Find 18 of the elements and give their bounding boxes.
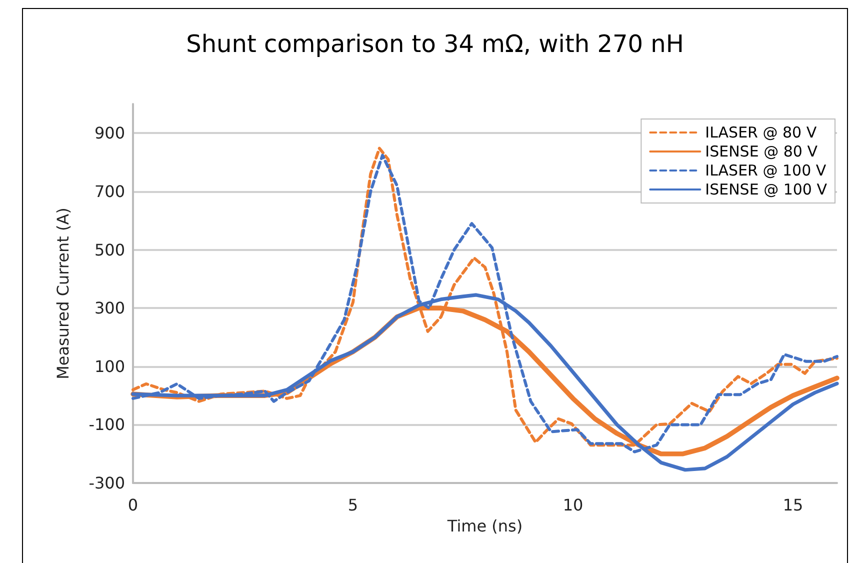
legend-label: ILASER @ 100 V (705, 162, 827, 180)
y-tick-label: -100 (88, 415, 125, 434)
legend-label: ISENSE @ 100 V (705, 180, 828, 198)
chart-title: Shunt comparison to 34 mΩ, with 270 nH (186, 30, 684, 58)
y-tick-label: -300 (88, 474, 125, 492)
x-axis-title: Time (ns) (446, 516, 523, 536)
x-tick-label: 15 (782, 496, 804, 514)
y-tick-label: 300 (94, 298, 125, 318)
y-tick-label: 900 (94, 124, 125, 143)
y-tick-label: 700 (94, 182, 125, 201)
y-tick-label: 100 (94, 356, 125, 376)
x-tick-label: 5 (348, 496, 358, 514)
legend-label: ILASER @ 80 V (705, 124, 818, 142)
x-tick-label: 10 (562, 496, 584, 514)
y-axis-title: Measured Current (A) (54, 208, 72, 380)
x-tick-label: 0 (128, 496, 138, 514)
legend-label: ISENSE @ 80 V (705, 142, 818, 160)
y-tick-label: 500 (94, 240, 125, 260)
